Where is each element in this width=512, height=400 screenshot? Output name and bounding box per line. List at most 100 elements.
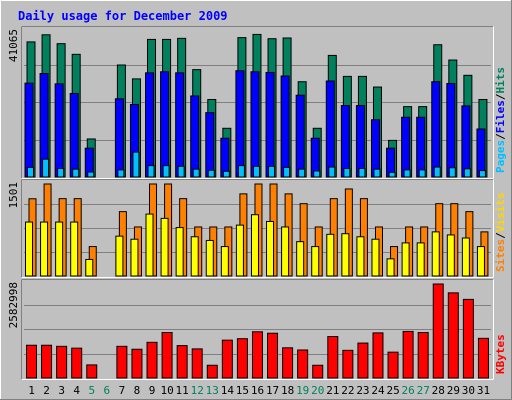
day-26-bars [401,226,414,277]
side-legend: KBytes [494,334,507,374]
bar-sites [371,238,380,277]
day-19-bars [295,81,307,178]
bar-sites [266,220,275,277]
day-label-16: 16 [251,384,264,397]
day-5-bars [85,246,97,277]
day-25-bars [386,139,398,178]
bar-pages [132,151,140,178]
y-max-label: 41065 [7,29,20,62]
day-8-bars [129,78,141,178]
bar-kbytes [417,332,429,379]
bar-kbytes [221,339,233,379]
day-label-9: 9 [149,384,156,397]
bar-pages [87,171,95,178]
day-label-17: 17 [266,384,279,397]
day-9-bars [145,38,157,178]
day-26-bars [401,106,413,178]
bar-pages [42,158,50,178]
day-label-25: 25 [386,384,399,397]
day-26-bars [402,330,414,379]
bar-sites [25,221,33,277]
bar-pages [463,168,471,178]
y-max-label: 2582998 [7,282,20,328]
bar-kbytes [206,364,218,379]
day-label-26: 26 [402,384,415,397]
day-label-23: 23 [356,384,369,397]
bar-pages [433,166,441,178]
bar-pages [252,165,260,178]
day-19-bars [296,203,308,277]
day-label-4: 4 [73,384,80,397]
day-24-bars [370,86,382,178]
day-27-bars [416,106,428,178]
bar-pages [57,167,65,178]
day-label-28: 28 [432,384,445,397]
bar-files [145,72,155,178]
bar-kbytes [447,292,459,379]
bar-files [265,71,275,178]
bar-pages [448,167,456,178]
bar-files [446,82,456,178]
day-21-bars [326,198,338,277]
bar-sites [461,237,470,277]
bar-pages [117,169,125,178]
bar-sites [70,221,79,277]
day-23-bars [357,342,369,379]
day-label-10: 10 [160,384,173,397]
day-21-bars [327,336,339,379]
legend-part: KBytes [494,334,507,374]
day-16-bars [250,183,263,277]
day-5-bars [86,364,98,379]
bar-kbytes [146,341,158,379]
bar-sites [326,233,335,277]
day-label-6: 6 [104,384,111,397]
day-10-bars [160,38,172,178]
day-31-bars [477,337,489,379]
bar-sites [296,241,305,277]
bar-sites [250,214,259,277]
day-label-31: 31 [477,384,490,397]
y-max-label: 1501 [7,182,20,209]
bar-sites [235,224,244,277]
day-12-bars [190,69,202,178]
legend-part: Files [494,100,507,133]
day-10-bars [160,183,173,277]
bar-pages [328,166,336,178]
day-1-bars [24,41,36,178]
day-19-bars [297,349,309,379]
day-18-bars [280,37,292,178]
bar-kbytes [327,336,339,379]
day-18-bars [282,347,294,379]
bar-sites [55,221,64,277]
bar-kbytes [342,349,354,379]
legend-part: Pages [494,140,507,173]
bar-files [160,71,170,178]
day-31-bars [476,98,488,178]
day-13-bars [205,98,217,178]
bar-pages [27,166,34,178]
day-20-bars [312,364,324,379]
bar-files [235,70,245,178]
day-8-bars [131,348,143,379]
bar-files [355,105,365,178]
day-11-bars [175,198,188,277]
bar-sites [145,213,154,277]
day-label-20: 20 [311,384,324,397]
bar-pages [237,165,245,178]
x-axis-day-labels: 1 2 3 4 5 6 7 8 9 10 11 12 13 14 15 16 17 18 19 20 21 22 23 24 2… [28,384,490,397]
day-7-bars [116,345,128,379]
day-1-bars [25,198,37,277]
bar-kbytes [86,364,98,379]
bar-sites [401,242,410,277]
bar-files [24,82,34,178]
day-label-8: 8 [134,384,141,397]
bar-files [205,112,215,178]
bar-kbytes [462,298,474,379]
bar-pages [162,165,170,178]
day-31-bars [476,231,489,277]
bar-files [190,95,200,178]
legend-part: / [494,133,507,140]
day-22-bars [341,188,353,277]
day-label-2: 2 [43,384,50,397]
